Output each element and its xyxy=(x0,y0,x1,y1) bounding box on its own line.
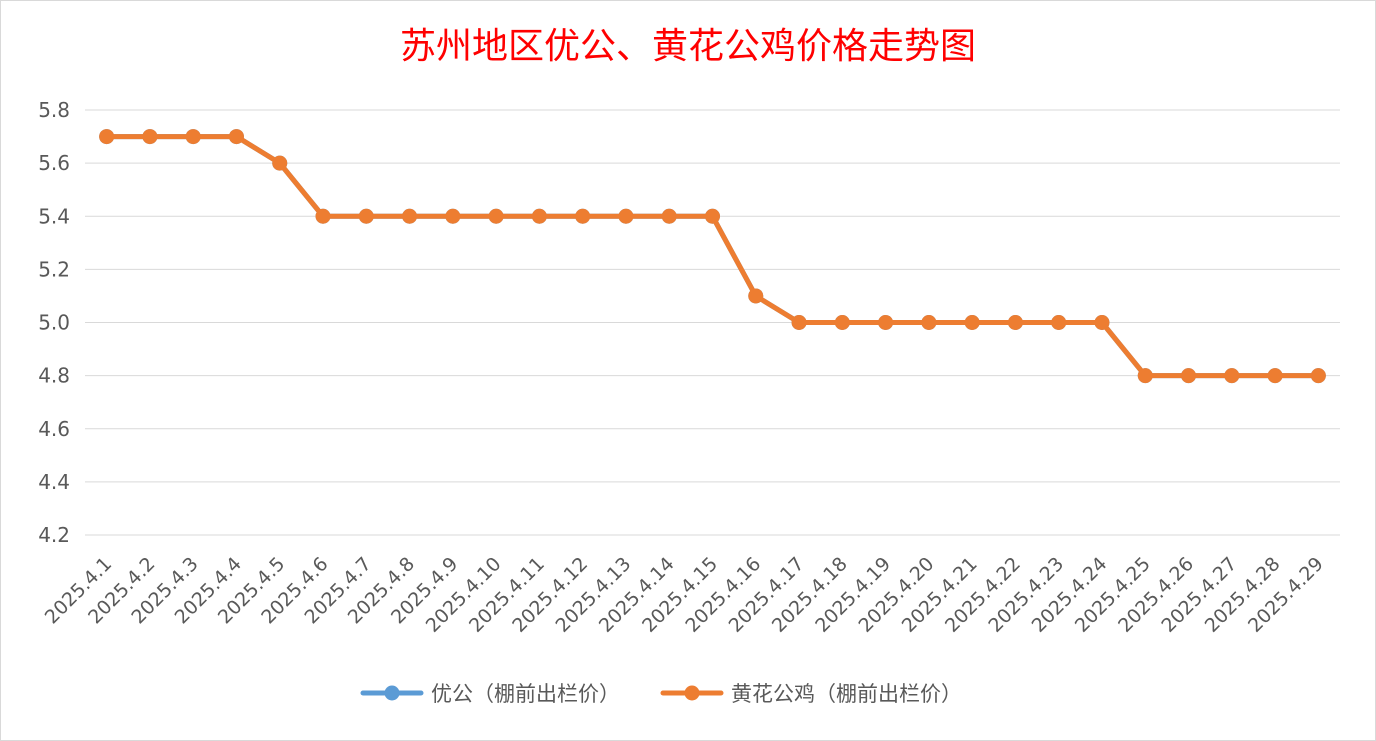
data-point xyxy=(878,315,894,330)
data-point xyxy=(1224,368,1240,384)
y-tick-label: 4.2 xyxy=(38,523,70,547)
y-tick-label: 4.4 xyxy=(38,470,70,494)
legend-item: 黄花公鸡（棚前出栏价） xyxy=(660,682,962,706)
gridlines xyxy=(85,109,1340,536)
y-tick-label: 5.8 xyxy=(38,98,70,122)
series-2 xyxy=(99,129,1326,384)
data-point xyxy=(1137,368,1153,384)
chart-title: 苏州地区优公、黄花公鸡价格走势图 xyxy=(400,26,976,67)
data-point xyxy=(791,315,807,330)
data-point xyxy=(1094,315,1110,330)
y-tick-label: 5.6 xyxy=(38,151,70,175)
legend-marker xyxy=(384,685,400,701)
data-point xyxy=(1181,368,1197,384)
legend: 优公（棚前出栏价） 黄花公鸡（棚前出栏价） xyxy=(360,682,962,706)
y-axis-tick-labels: 5.8 5.6 5.4 5.2 5.0 4.8 4.6 4.4 4.2 xyxy=(38,98,70,547)
data-point xyxy=(1007,315,1023,330)
data-point xyxy=(531,208,547,224)
data-point xyxy=(99,129,115,145)
legend-label: 优公（棚前出栏价） xyxy=(431,682,620,706)
data-point xyxy=(705,208,720,224)
data-point xyxy=(358,208,374,224)
data-point xyxy=(445,208,461,224)
data-point xyxy=(921,315,937,330)
data-point xyxy=(964,315,980,330)
data-point xyxy=(748,288,764,304)
y-tick-label: 4.6 xyxy=(38,417,70,441)
series-lines xyxy=(99,129,1326,384)
data-point xyxy=(1310,368,1326,384)
data-point xyxy=(575,208,591,224)
data-point xyxy=(228,129,244,145)
data-point xyxy=(185,129,201,145)
legend-marker xyxy=(684,685,700,701)
y-tick-label: 5.0 xyxy=(38,311,70,335)
data-point xyxy=(834,315,850,330)
data-point xyxy=(402,208,418,224)
data-point xyxy=(661,208,677,224)
data-point xyxy=(1267,368,1283,384)
y-tick-label: 4.8 xyxy=(38,364,70,388)
data-point xyxy=(142,129,158,145)
data-point xyxy=(272,155,288,171)
data-point xyxy=(488,208,504,224)
data-point xyxy=(618,208,634,224)
y-tick-label: 5.2 xyxy=(38,257,70,281)
legend-item: 优公（棚前出栏价） xyxy=(360,682,620,706)
data-point xyxy=(315,208,331,224)
legend-label: 黄花公鸡（棚前出栏价） xyxy=(731,682,962,706)
data-point xyxy=(1051,315,1067,330)
y-tick-label: 5.4 xyxy=(38,204,70,228)
